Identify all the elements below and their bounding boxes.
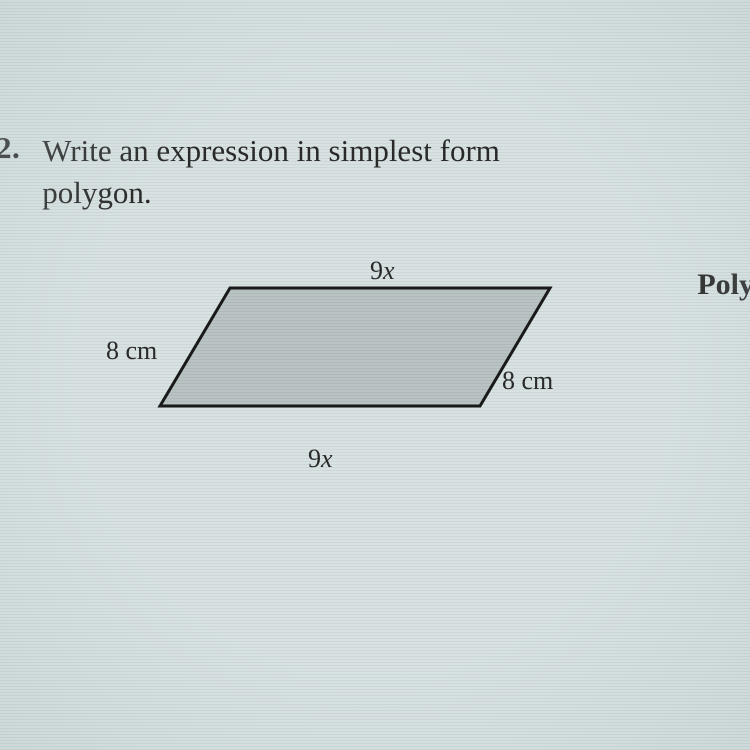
question-line-2: polygon. [42,175,151,210]
question-text: Write an expression in simplest form pol… [42,130,500,214]
label-left: 8 cm [106,336,157,366]
question-row: 2. Write an expression in simplest form … [0,130,750,214]
label-bottom: 9x [308,444,333,474]
question-line-1: Write an expression in simplest form [42,133,500,168]
label-top-var: x [383,256,395,285]
question-block: 2. Write an expression in simplest form … [0,130,750,214]
label-bottom-num: 9 [308,444,321,473]
right-cutoff-label: Poly [697,268,750,302]
parallelogram-diagram: 9x 9x 8 cm 8 cm [80,248,560,468]
label-top-num: 9 [370,256,383,285]
parallelogram-shape [160,288,550,406]
label-bottom-var: x [321,444,333,473]
label-top: 9x [370,256,395,286]
label-right: 8 cm [502,366,553,396]
question-number: 2. [0,130,20,166]
